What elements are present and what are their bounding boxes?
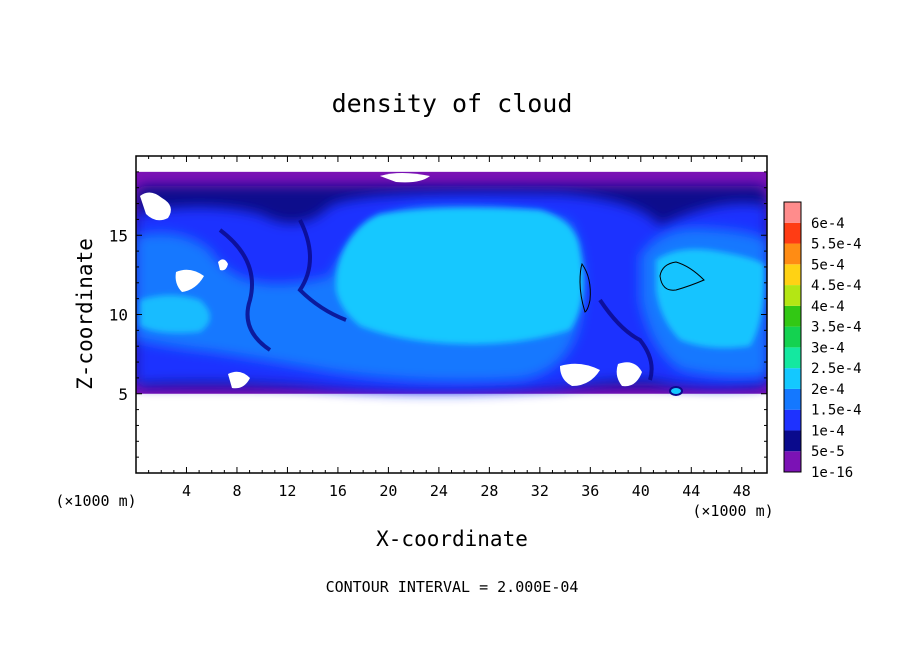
footer-contour-interval: CONTOUR INTERVAL = 2.000E-04	[326, 578, 579, 596]
colorbar-label: 3e-4	[811, 340, 845, 356]
colorbar: 1e-16 5e-5 1e-4 1.5e-4 2e-4 2.5e-4 3e-4 3.5e-4 4…	[783, 201, 862, 481]
cloud-filaments	[218, 219, 654, 381]
colorbar-label: 1.5e-4	[811, 403, 862, 419]
colorbar-swatch	[784, 202, 801, 223]
colorbar-swatch	[784, 326, 801, 348]
colorbar-label: 3.5e-4	[811, 320, 862, 336]
colorbar-label: 1e-16	[811, 465, 853, 481]
colorbar-label: 5e-4	[811, 257, 845, 273]
colorbar-swatch	[784, 243, 801, 265]
x-tick-label: 48	[733, 482, 751, 500]
colorbar-label: 1e-4	[811, 423, 845, 439]
y-unit-label: (×1000 m)	[55, 492, 136, 510]
y-tick-label: 5	[118, 385, 128, 404]
x-tick-label: 40	[632, 482, 650, 500]
plot-area	[136, 156, 767, 473]
colorbar-label: 4.5e-4	[811, 278, 862, 294]
cloud-layer-2e-4	[140, 207, 765, 348]
y-tick-label: 10	[109, 306, 128, 325]
colorbar-swatch	[784, 368, 801, 389]
colorbar-label: 2e-4	[811, 382, 845, 398]
colorbar-frame	[783, 201, 802, 473]
x-tick-label: 28	[480, 482, 498, 500]
colorbar-swatch	[784, 222, 801, 244]
colorbar-label: 2.5e-4	[811, 361, 862, 377]
colorbar-swatch	[784, 285, 801, 306]
colorbar-swatch	[784, 430, 801, 452]
x-tick-label: 20	[379, 482, 397, 500]
colorbar-swatch	[784, 264, 801, 286]
clear-air-gaps	[140, 173, 642, 389]
colorbar-swatch	[784, 305, 801, 327]
y-tick-label: 15	[109, 226, 128, 245]
x-tick-label: 12	[278, 482, 296, 500]
x-axis-label: X-coordinate	[376, 527, 528, 551]
cloud-field	[136, 171, 767, 396]
colorbar-label: 5.5e-4	[811, 237, 862, 253]
x-tick-label: 32	[531, 482, 549, 500]
x-tick-label: 36	[581, 482, 599, 500]
x-tick-label: 8	[232, 482, 241, 500]
colorbar-swatch	[784, 451, 801, 472]
x-tick-label: 44	[682, 482, 700, 500]
y-axis: 5 10 15	[109, 171, 767, 458]
colorbar-swatch	[784, 347, 801, 369]
x-tick-label: 16	[329, 482, 347, 500]
contour-line	[659, 261, 705, 291]
x-tick-label: 4	[182, 482, 191, 500]
chart-title: density of cloud	[332, 89, 573, 118]
colorbar-swatch	[784, 409, 801, 431]
colorbar-label: 5e-5	[811, 444, 845, 460]
x-unit-label: (×1000 m)	[692, 502, 773, 520]
y-axis-label: Z-coordinate	[73, 238, 97, 390]
contour-line	[579, 262, 591, 313]
x-tick-label: 24	[430, 482, 448, 500]
colorbar-swatch	[784, 388, 801, 410]
colorbar-label: 6e-4	[811, 216, 845, 232]
x-axis: 4 8 12 16 20 24 28 32 36 40 44 48	[148, 156, 755, 500]
colorbar-label: 4e-4	[811, 299, 845, 315]
